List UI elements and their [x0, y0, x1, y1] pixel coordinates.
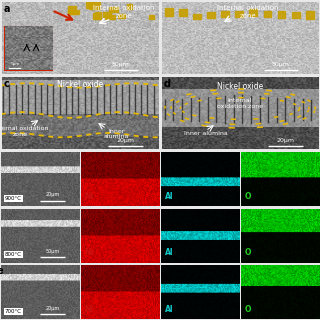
Bar: [105, 15, 115, 19]
Text: 700°C: 700°C: [5, 309, 22, 314]
Text: a: a: [3, 4, 10, 14]
Bar: [235, 11, 243, 17]
Text: 50μm: 50μm: [45, 249, 60, 254]
Bar: [68, 10, 78, 14]
Bar: [89, 2, 100, 9]
Text: Nickel oxide: Nickel oxide: [57, 80, 103, 89]
Bar: [193, 13, 201, 19]
Text: 900°C: 900°C: [5, 196, 22, 201]
Text: 50μm: 50μm: [112, 62, 130, 67]
Text: Inner
alumina: Inner alumina: [103, 129, 129, 140]
Text: O: O: [245, 305, 251, 314]
Bar: [149, 15, 154, 19]
Text: Ni: Ni: [85, 192, 94, 201]
Text: c: c: [3, 79, 9, 89]
Bar: [86, 1, 92, 8]
Text: Ni: Ni: [85, 248, 94, 257]
Text: 20μm: 20μm: [45, 306, 60, 310]
Text: 800°C: 800°C: [5, 252, 22, 257]
Text: d: d: [163, 79, 170, 89]
Text: 50μm: 50μm: [272, 62, 290, 67]
Text: Nickel oxide: Nickel oxide: [217, 82, 263, 91]
Bar: [278, 11, 285, 18]
Bar: [102, 12, 111, 17]
Bar: [5, 27, 52, 70]
Text: Ni: Ni: [85, 305, 94, 314]
Text: Inner alumina: Inner alumina: [184, 131, 228, 136]
Bar: [221, 11, 229, 17]
Text: O: O: [245, 248, 251, 257]
Bar: [92, 13, 98, 19]
Text: Al: Al: [165, 305, 173, 314]
Text: Internal oxidation
zone: Internal oxidation zone: [0, 126, 48, 137]
Text: Internal oxidation
zone: Internal oxidation zone: [93, 5, 155, 19]
Bar: [207, 12, 215, 18]
Bar: [127, 4, 132, 9]
Text: Al: Al: [165, 192, 173, 201]
Text: O: O: [245, 192, 251, 201]
Bar: [264, 11, 271, 17]
Text: 5μm: 5μm: [10, 62, 20, 66]
Bar: [165, 8, 172, 16]
Text: 20μm: 20μm: [45, 192, 60, 197]
Text: 20μm: 20μm: [276, 138, 294, 143]
Bar: [95, 12, 101, 20]
Text: Al: Al: [165, 248, 173, 257]
Text: Internal oxidation
zone: Internal oxidation zone: [217, 5, 279, 19]
Bar: [179, 9, 187, 16]
Text: e: e: [0, 266, 4, 276]
Bar: [249, 9, 257, 16]
Text: Internal
oxidation zone: Internal oxidation zone: [217, 99, 263, 109]
Bar: [68, 6, 76, 13]
Bar: [306, 12, 314, 19]
Bar: [109, 7, 118, 12]
Text: 20μm: 20μm: [116, 138, 134, 143]
Bar: [118, 13, 125, 18]
Bar: [292, 12, 300, 18]
